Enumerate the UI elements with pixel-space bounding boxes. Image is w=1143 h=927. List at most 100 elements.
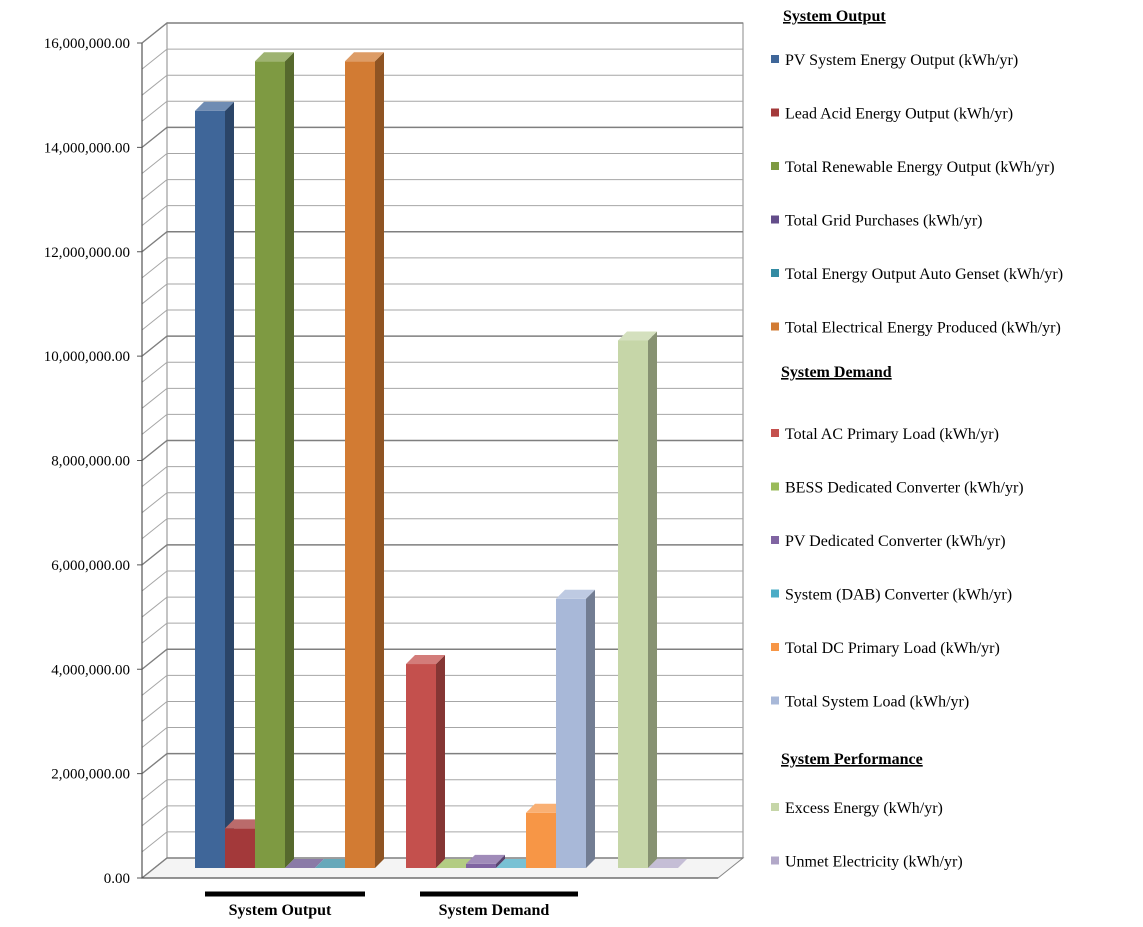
legend-item: Total Renewable Energy Output (kWh/yr) bbox=[771, 159, 1055, 176]
legend-item: Total Electrical Energy Produced (kWh/yr… bbox=[771, 320, 1061, 337]
x-category-label: System Demand bbox=[439, 902, 550, 919]
bar-front bbox=[556, 598, 586, 868]
legend: System Output PV System Energy Output (kW… bbox=[771, 8, 1063, 871]
legend-label: System (DAB) Converter (kWh/yr) bbox=[785, 587, 1012, 604]
legend-label: Lead Acid Energy Output (kWh/yr) bbox=[785, 106, 1013, 123]
bar bbox=[466, 854, 505, 868]
legend-label: PV Dedicated Converter (kWh/yr) bbox=[785, 533, 1006, 550]
legend-item: Total Energy Output Auto Genset (kWh/yr) bbox=[771, 266, 1063, 283]
gridline-minor bbox=[141, 674, 743, 696]
bar bbox=[618, 331, 657, 868]
gridline-minor bbox=[141, 309, 743, 331]
bar-top bbox=[556, 589, 595, 599]
legend-label: Total Renewable Energy Output (kWh/yr) bbox=[785, 159, 1055, 176]
legend-label: Total AC Primary Load (kWh/yr) bbox=[785, 426, 999, 443]
bar-side bbox=[375, 52, 384, 868]
legend-item: Unmet Electricity (kWh/yr) bbox=[771, 854, 963, 871]
bar-top bbox=[496, 859, 535, 868]
legend-label: Excess Energy (kWh/yr) bbox=[785, 800, 943, 817]
bars-layer bbox=[195, 52, 687, 868]
legend-swatch bbox=[771, 322, 779, 331]
bar-side bbox=[496, 854, 505, 868]
gridline-minor bbox=[141, 100, 743, 122]
legend-item: Total DC Primary Load (kWh/yr) bbox=[771, 640, 1000, 657]
legend-swatch bbox=[771, 856, 779, 865]
bar bbox=[406, 655, 445, 868]
legend-item: PV Dedicated Converter (kWh/yr) bbox=[771, 533, 1006, 550]
legend-item: Excess Energy (kWh/yr) bbox=[771, 800, 943, 817]
legend-label: Total Grid Purchases (kWh/yr) bbox=[785, 213, 983, 230]
bar-front bbox=[618, 340, 648, 868]
bar bbox=[345, 52, 384, 868]
legend-item: Total System Load (kWh/yr) bbox=[771, 694, 969, 711]
legend-swatch bbox=[771, 536, 779, 544]
gridline-minor bbox=[141, 257, 743, 279]
bar-top bbox=[618, 331, 657, 341]
bar-top bbox=[285, 859, 324, 868]
legend-item: BESS Dedicated Converter (kWh/yr) bbox=[771, 480, 1024, 497]
gridline-minor bbox=[141, 152, 743, 174]
legend-label: Total Energy Output Auto Genset (kWh/yr) bbox=[785, 266, 1063, 283]
bar bbox=[496, 859, 535, 868]
bar-top bbox=[255, 52, 294, 62]
legend-label: Unmet Electricity (kWh/yr) bbox=[785, 854, 963, 871]
legend-heading: System Output bbox=[783, 8, 886, 25]
y-axis: 0.00 2,000,000.00 4,000,000.00 6,000,000.00… bbox=[44, 36, 143, 887]
bar-front bbox=[466, 863, 496, 868]
gridline-major bbox=[141, 439, 743, 462]
bar bbox=[195, 101, 234, 868]
bar-front bbox=[526, 812, 556, 868]
gridline-minor bbox=[141, 48, 743, 70]
y-tick-label: 0.00 bbox=[104, 871, 130, 887]
bar-top bbox=[195, 101, 234, 111]
gridline-minor bbox=[141, 727, 743, 748]
legend-swatch bbox=[771, 643, 779, 651]
bar-top bbox=[526, 803, 565, 813]
gridline-minor bbox=[141, 518, 743, 540]
legend-item: Total Grid Purchases (kWh/yr) bbox=[771, 213, 983, 230]
bar-side bbox=[285, 52, 294, 868]
bar bbox=[648, 859, 687, 868]
legend-swatch bbox=[771, 429, 779, 437]
y-tick-label: 14,000,000.00 bbox=[44, 140, 130, 156]
gridline-major bbox=[141, 648, 743, 670]
legend-item: Lead Acid Energy Output (kWh/yr) bbox=[771, 106, 1013, 123]
gridline-major bbox=[141, 126, 743, 148]
bar bbox=[556, 589, 595, 868]
bar-side bbox=[648, 331, 657, 868]
legend-swatch bbox=[771, 162, 779, 170]
gridline-minor bbox=[141, 179, 743, 200]
gridline-minor bbox=[141, 700, 743, 722]
bar-top bbox=[436, 859, 475, 868]
legend-label: PV System Energy Output (kWh/yr) bbox=[785, 52, 1018, 69]
y-tick-label: 8,000,000.00 bbox=[51, 454, 130, 470]
bar-side bbox=[225, 101, 234, 868]
bar bbox=[315, 859, 354, 868]
gridline-minor bbox=[141, 283, 743, 305]
x-category-label: System Output bbox=[229, 902, 332, 919]
legend-label: BESS Dedicated Converter (kWh/yr) bbox=[785, 480, 1024, 497]
bar-side bbox=[436, 655, 445, 868]
y-tick-label: 2,000,000.00 bbox=[51, 767, 130, 783]
bar-top bbox=[648, 859, 687, 868]
legend-swatch bbox=[771, 108, 779, 117]
legend-swatch bbox=[771, 696, 779, 705]
legend-item: Total AC Primary Load (kWh/yr) bbox=[771, 426, 999, 443]
x-axis: System Output System Demand bbox=[142, 877, 718, 919]
legend-swatch bbox=[771, 803, 779, 811]
legend-label: Total System Load (kWh/yr) bbox=[785, 694, 969, 711]
bar bbox=[255, 52, 294, 868]
gridline-minor bbox=[141, 413, 743, 435]
y-tick-label: 6,000,000.00 bbox=[51, 558, 130, 574]
bar-top bbox=[225, 819, 264, 829]
gridline-major bbox=[141, 231, 743, 253]
legend-swatch bbox=[771, 589, 779, 598]
legend-label: Total DC Primary Load (kWh/yr) bbox=[785, 640, 1000, 657]
gridline-major bbox=[141, 752, 743, 775]
gridline-minor bbox=[141, 387, 743, 409]
gridline-minor bbox=[141, 466, 743, 487]
gridline-minor bbox=[141, 570, 743, 592]
bar-top bbox=[345, 52, 384, 62]
